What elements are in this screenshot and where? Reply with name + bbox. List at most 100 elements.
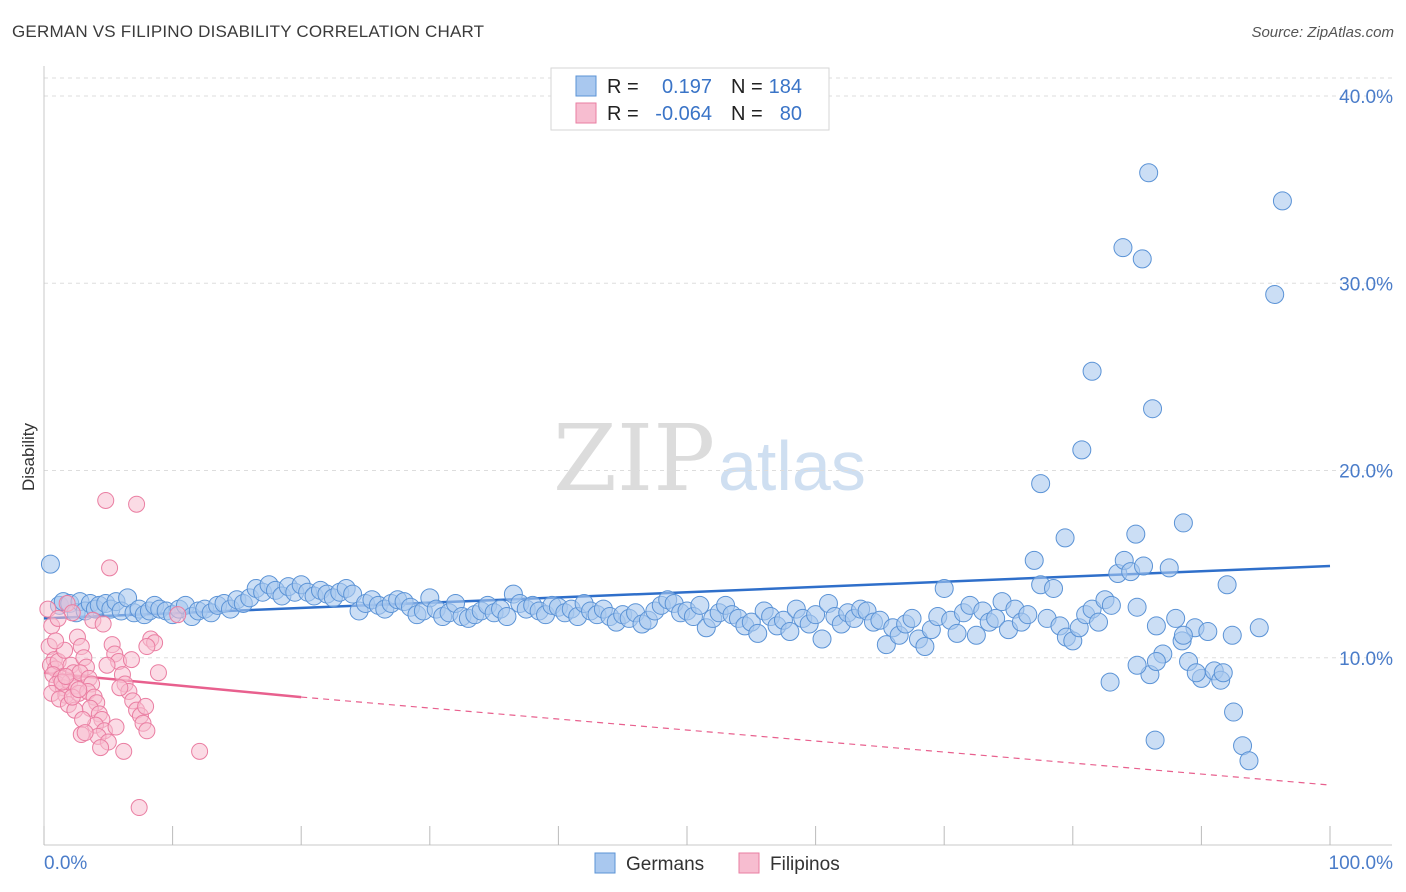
german-point bbox=[1143, 399, 1163, 419]
german-point bbox=[1139, 163, 1159, 183]
x-tick-label-100: 100.0% bbox=[1329, 853, 1394, 874]
filipino-trend-extension bbox=[301, 696, 1331, 786]
german-point bbox=[1173, 625, 1193, 645]
filipino-point bbox=[137, 697, 155, 715]
y-tick-label-20: 20.0% bbox=[1339, 462, 1393, 483]
legend-german-n-label: N = bbox=[731, 76, 763, 98]
german-point bbox=[1217, 575, 1237, 595]
german-point bbox=[1145, 730, 1165, 750]
german-point bbox=[806, 605, 826, 625]
german-point bbox=[986, 608, 1006, 628]
german-point bbox=[497, 607, 517, 627]
filipino-point bbox=[98, 656, 116, 674]
filipino-point bbox=[76, 724, 94, 742]
bottom-legend-germans: Germans bbox=[626, 854, 704, 875]
german-point bbox=[780, 622, 800, 642]
filipino-point bbox=[70, 681, 88, 699]
filipino-point bbox=[107, 718, 125, 736]
filipino-point bbox=[191, 742, 209, 760]
filipino-point bbox=[57, 667, 75, 685]
german-point bbox=[1224, 702, 1244, 722]
german-point bbox=[1239, 751, 1259, 771]
source-label: Source: ZipAtlas.com bbox=[1251, 24, 1394, 41]
german-point bbox=[1127, 597, 1147, 617]
german-point bbox=[1127, 655, 1147, 675]
german-point bbox=[947, 623, 967, 643]
legend-filipino-r-value: -0.064 bbox=[655, 103, 712, 125]
filipino-point bbox=[138, 638, 156, 656]
german-point bbox=[1134, 556, 1154, 576]
german-point bbox=[1186, 663, 1206, 683]
german-point bbox=[1173, 513, 1193, 533]
filipino-point bbox=[94, 615, 112, 633]
german-point bbox=[343, 584, 363, 604]
german-point bbox=[1082, 361, 1102, 381]
legend-filipino-n-value: 80 bbox=[780, 103, 802, 125]
german-point bbox=[1265, 284, 1285, 304]
german-point bbox=[1101, 595, 1121, 615]
german-point bbox=[1146, 616, 1166, 636]
axes bbox=[43, 66, 1392, 846]
filipino-point bbox=[49, 609, 67, 627]
filipino-point bbox=[138, 722, 156, 740]
watermark-atlas: atlas bbox=[718, 427, 866, 505]
filipino-point bbox=[111, 679, 129, 697]
german-point bbox=[915, 637, 935, 657]
legend-german-r-label: R = bbox=[607, 76, 639, 98]
filipino-point bbox=[128, 495, 146, 513]
german-point bbox=[1113, 238, 1133, 258]
german-point bbox=[1126, 524, 1146, 544]
legend-german-r-value: 0.197 bbox=[662, 76, 712, 98]
german-point bbox=[902, 608, 922, 628]
y-tick-label-10: 10.0% bbox=[1339, 649, 1393, 670]
german-point bbox=[1072, 440, 1092, 460]
german-point bbox=[1089, 612, 1109, 632]
german-point bbox=[1055, 528, 1075, 548]
german-point bbox=[1159, 558, 1179, 578]
x-tick-label-0: 0.0% bbox=[44, 853, 87, 874]
y-tick-label-30: 30.0% bbox=[1339, 274, 1393, 295]
filipino-point bbox=[169, 606, 187, 624]
german-point bbox=[40, 554, 60, 574]
filipino-point bbox=[115, 742, 133, 760]
filipino-point bbox=[63, 604, 81, 622]
german-points bbox=[40, 163, 1292, 771]
y-axis-label: Disability bbox=[19, 422, 38, 491]
legend-filipino-swatch bbox=[575, 102, 597, 124]
watermark-zip: ZIP bbox=[553, 405, 715, 512]
legend-box bbox=[550, 67, 830, 131]
series-legend: Germans Filipinos bbox=[594, 852, 840, 875]
german-point bbox=[1146, 651, 1166, 671]
german-point bbox=[966, 625, 986, 645]
filipino-point bbox=[47, 632, 65, 650]
legend-filipino-n-label: N = bbox=[731, 103, 763, 125]
german-point bbox=[1198, 622, 1218, 642]
filipino-point bbox=[97, 491, 115, 509]
german-point bbox=[1018, 605, 1038, 625]
german-point bbox=[1166, 608, 1186, 628]
filipino-point bbox=[101, 559, 119, 577]
german-point bbox=[1132, 249, 1152, 269]
german-point bbox=[1213, 663, 1233, 683]
filipino-point bbox=[92, 739, 110, 757]
filipino-point bbox=[149, 664, 167, 682]
german-point bbox=[1222, 625, 1242, 645]
german-point bbox=[1031, 474, 1051, 494]
legend-german-n-value: 184 bbox=[769, 76, 802, 98]
correlation-legend: R = 0.197 N = 184 R = -0.064 N = 80 bbox=[550, 67, 830, 131]
german-point bbox=[1249, 618, 1269, 638]
filipino-point bbox=[130, 799, 148, 817]
legend-german-swatch bbox=[575, 75, 597, 97]
bottom-legend-german-swatch bbox=[594, 852, 616, 874]
german-point bbox=[1044, 578, 1064, 598]
german-point bbox=[690, 595, 710, 615]
tick-labels: 10.0% 20.0% 30.0% 40.0% 0.0% 100.0% bbox=[44, 87, 1393, 874]
german-point bbox=[1100, 672, 1120, 692]
y-tick-label-40: 40.0% bbox=[1339, 87, 1393, 108]
german-point bbox=[748, 623, 768, 643]
bottom-legend-filipinos: Filipinos bbox=[770, 854, 840, 875]
filipino-point bbox=[122, 651, 140, 669]
filipino-points bbox=[39, 491, 209, 817]
bottom-legend-filipino-swatch bbox=[738, 852, 760, 874]
